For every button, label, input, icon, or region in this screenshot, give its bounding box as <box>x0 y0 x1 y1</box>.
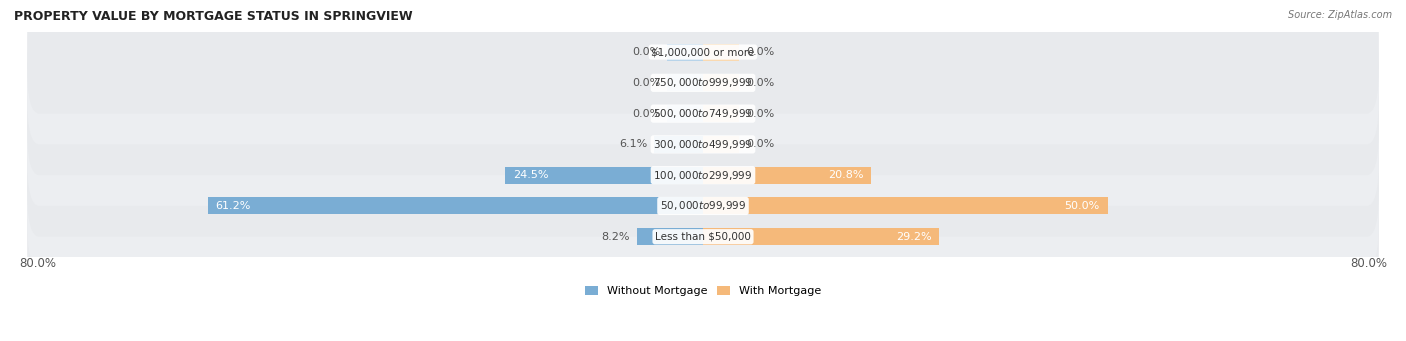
Bar <box>654 136 703 153</box>
Text: $300,000 to $499,999: $300,000 to $499,999 <box>654 138 752 151</box>
Bar <box>666 74 703 91</box>
Text: 8.2%: 8.2% <box>602 232 630 242</box>
Text: 29.2%: 29.2% <box>896 232 931 242</box>
Bar <box>666 105 703 122</box>
Text: 24.5%: 24.5% <box>513 170 548 180</box>
FancyBboxPatch shape <box>27 0 1379 114</box>
Text: Less than $50,000: Less than $50,000 <box>655 232 751 242</box>
Text: 0.0%: 0.0% <box>747 109 775 119</box>
Text: 0.0%: 0.0% <box>747 47 775 57</box>
Bar <box>505 167 703 184</box>
FancyBboxPatch shape <box>27 52 1379 175</box>
Text: 80.0%: 80.0% <box>1350 257 1386 270</box>
Text: $100,000 to $299,999: $100,000 to $299,999 <box>654 169 752 182</box>
Text: 0.0%: 0.0% <box>631 78 659 88</box>
FancyBboxPatch shape <box>27 21 1379 144</box>
Bar <box>703 44 740 60</box>
Text: 20.8%: 20.8% <box>828 170 863 180</box>
Bar <box>637 228 703 245</box>
Text: 0.0%: 0.0% <box>631 47 659 57</box>
Text: 50.0%: 50.0% <box>1064 201 1099 211</box>
FancyBboxPatch shape <box>27 114 1379 237</box>
Text: $750,000 to $999,999: $750,000 to $999,999 <box>654 76 752 89</box>
Bar <box>666 44 703 60</box>
Text: 0.0%: 0.0% <box>747 139 775 149</box>
Bar <box>703 136 740 153</box>
FancyBboxPatch shape <box>27 83 1379 206</box>
Text: 6.1%: 6.1% <box>619 139 647 149</box>
Text: $50,000 to $99,999: $50,000 to $99,999 <box>659 199 747 212</box>
FancyBboxPatch shape <box>27 175 1379 298</box>
Bar <box>208 197 703 214</box>
Text: Source: ZipAtlas.com: Source: ZipAtlas.com <box>1288 10 1392 20</box>
Text: $500,000 to $749,999: $500,000 to $749,999 <box>654 107 752 120</box>
Text: 80.0%: 80.0% <box>20 257 56 270</box>
Text: 0.0%: 0.0% <box>631 109 659 119</box>
Bar <box>703 228 939 245</box>
Text: $1,000,000 or more: $1,000,000 or more <box>651 47 755 57</box>
Bar <box>703 74 740 91</box>
Text: 0.0%: 0.0% <box>747 78 775 88</box>
Bar <box>703 105 740 122</box>
Text: 61.2%: 61.2% <box>215 201 252 211</box>
Bar <box>703 197 1108 214</box>
Legend: Without Mortgage, With Mortgage: Without Mortgage, With Mortgage <box>581 281 825 301</box>
Bar <box>703 167 872 184</box>
FancyBboxPatch shape <box>27 144 1379 267</box>
Text: PROPERTY VALUE BY MORTGAGE STATUS IN SPRINGVIEW: PROPERTY VALUE BY MORTGAGE STATUS IN SPR… <box>14 10 413 23</box>
